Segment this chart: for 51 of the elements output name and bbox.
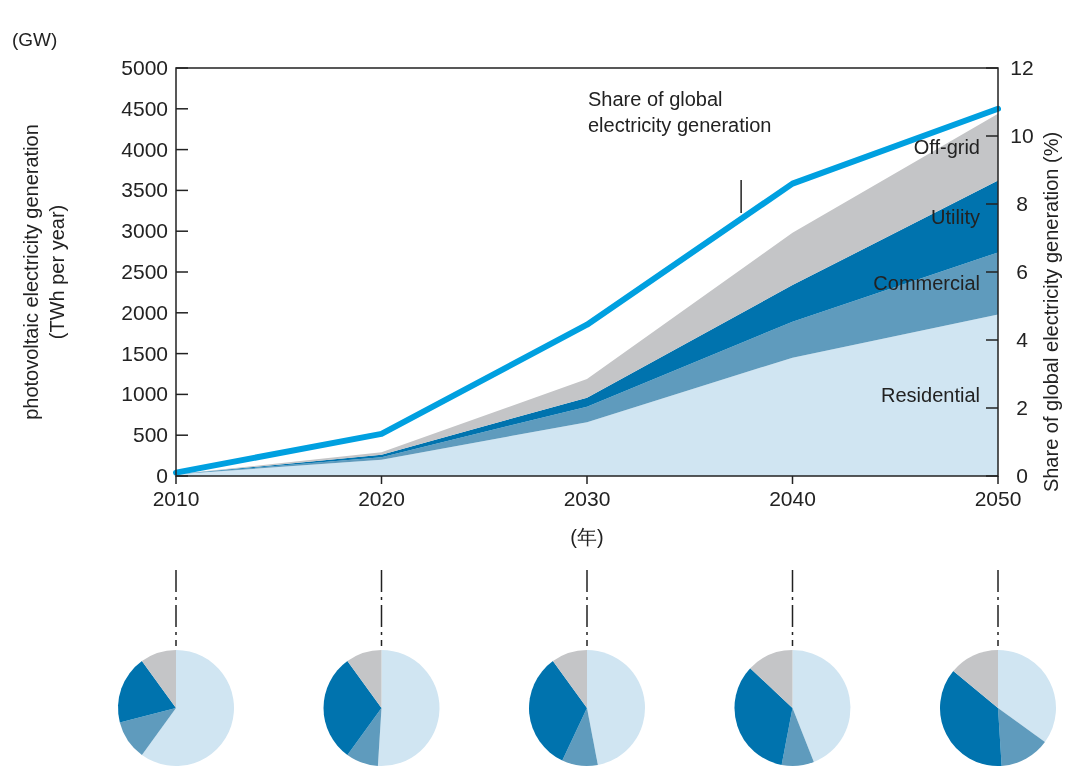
text: (GW) <box>12 29 58 50</box>
y-tick-label: 2500 <box>121 260 168 283</box>
text: Share of global electricity generation <box>588 88 772 136</box>
pie-slice <box>587 650 645 765</box>
pie-slice <box>347 708 382 766</box>
pie-slice <box>119 708 176 755</box>
y-tick-label: 2000 <box>121 300 168 324</box>
y-axis-title: photovoltaic electricity generation (TWh per year) <box>20 124 68 420</box>
pie-slice <box>141 650 234 766</box>
y2-tick-label: 0 <box>1016 464 1028 487</box>
y2-axis-title: Share of global electricity generation (%) <box>1040 131 1062 493</box>
y-tick-label: 3000 <box>121 219 168 243</box>
y-tick-label: 1000 <box>121 382 168 406</box>
pie-slice <box>792 650 851 762</box>
y-tick-label: 4000 <box>121 137 168 161</box>
x-tick-label: 2050 <box>974 487 1022 510</box>
pie-slice <box>118 661 176 723</box>
y-tick-label: 500 <box>132 423 168 447</box>
y2-tick-label: 12 <box>1010 56 1034 79</box>
y-tick-label: 1500 <box>121 341 168 365</box>
pie-slice <box>734 668 793 765</box>
series-label: Off-grid <box>913 136 980 159</box>
y2-tick-label: 6 <box>1016 260 1028 283</box>
y-tick-label: 0 <box>156 464 168 487</box>
pie-slice <box>998 650 1056 743</box>
pie-slice <box>998 708 1045 766</box>
y-tick-label: 4500 <box>121 96 168 120</box>
x-axis-title: (年) <box>570 526 604 548</box>
y-tick-label: 5000 <box>121 56 168 79</box>
y2-tick-label: 10 <box>1010 124 1034 147</box>
x-tick-label: 2040 <box>769 487 816 510</box>
pie-slice <box>377 650 440 766</box>
pie-slice <box>781 708 814 766</box>
x-tick-label: 2010 <box>152 487 200 510</box>
pie-slice <box>953 650 998 708</box>
pie-slice <box>529 661 587 761</box>
series-label: Utility <box>931 205 980 228</box>
y2-tick-label: 2 <box>1016 396 1028 419</box>
pie-slice <box>323 661 382 755</box>
x-tick-label: 2030 <box>563 487 611 510</box>
pie-slice <box>552 650 587 708</box>
y2-tick-label: 4 <box>1016 328 1029 351</box>
series-label: Residential <box>881 384 980 407</box>
y2-tick-label: 8 <box>1016 192 1028 215</box>
pie-slice <box>347 650 382 708</box>
pie-slice <box>141 650 176 708</box>
pie-slice <box>940 671 1002 766</box>
x-tick-label: 2020 <box>358 487 405 510</box>
pie-slice <box>750 650 793 708</box>
y-tick-label: 3500 <box>121 178 168 202</box>
pie-slice <box>562 708 598 766</box>
